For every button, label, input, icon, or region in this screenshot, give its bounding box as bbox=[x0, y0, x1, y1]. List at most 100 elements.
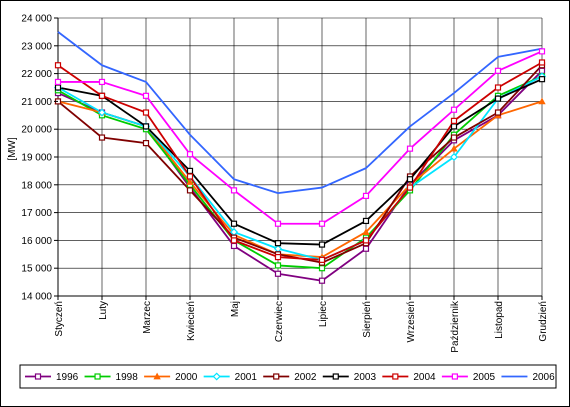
data-point bbox=[94, 373, 101, 380]
data-point bbox=[274, 240, 282, 247]
data-point bbox=[142, 140, 150, 147]
data-point bbox=[406, 176, 414, 183]
y-tick-label: 18 000 bbox=[21, 180, 52, 191]
data-point bbox=[362, 228, 370, 235]
data-point bbox=[274, 270, 282, 277]
y-tick-label: 14 000 bbox=[21, 292, 52, 303]
y-tick-label: 19 000 bbox=[21, 153, 52, 164]
series-line-2004 bbox=[57, 61, 543, 261]
data-point bbox=[273, 373, 280, 380]
data-point bbox=[186, 167, 194, 174]
data-point bbox=[332, 373, 339, 380]
data-point bbox=[318, 256, 326, 263]
data-point bbox=[273, 244, 283, 253]
data-point bbox=[230, 187, 238, 194]
series-line-2002 bbox=[57, 64, 543, 264]
y-axis-label: [MW] bbox=[7, 137, 18, 161]
x-tick-label: Luty bbox=[98, 301, 109, 320]
data-point bbox=[97, 108, 107, 117]
data-point bbox=[186, 173, 194, 180]
legend-label-1996: 1996 bbox=[56, 372, 79, 383]
data-point bbox=[230, 242, 238, 250]
data-point bbox=[54, 78, 62, 86]
legend-label-1998: 1998 bbox=[116, 372, 139, 383]
data-point bbox=[449, 152, 459, 162]
legend-label-2004: 2004 bbox=[413, 372, 436, 383]
y-tick-label: 20 000 bbox=[21, 125, 52, 136]
data-point bbox=[362, 192, 370, 200]
series-line-2006 bbox=[57, 31, 543, 195]
data-point bbox=[538, 59, 546, 66]
x-tick-label: Grudzień bbox=[538, 301, 549, 342]
legend-label-2001: 2001 bbox=[235, 372, 258, 383]
data-point bbox=[274, 262, 282, 269]
legend-label-2002: 2002 bbox=[294, 372, 317, 383]
data-point bbox=[153, 372, 161, 380]
series-line-2003 bbox=[57, 78, 543, 246]
x-tick-label: Kwiecień bbox=[186, 301, 197, 341]
x-tick-label: Lipiec bbox=[318, 301, 329, 327]
y-tick-label: 23 000 bbox=[21, 41, 52, 52]
x-tick-label: Styczeń bbox=[54, 301, 65, 337]
y-tick-label: 15 000 bbox=[21, 264, 52, 275]
data-point bbox=[406, 184, 414, 191]
y-tick-label: 17 000 bbox=[21, 208, 52, 219]
y-tick-label: 22 000 bbox=[21, 69, 52, 80]
series-line-2001 bbox=[57, 75, 543, 261]
data-point bbox=[142, 92, 150, 99]
data-point bbox=[34, 373, 42, 380]
data-point bbox=[54, 62, 62, 69]
data-point bbox=[318, 265, 326, 272]
data-point bbox=[98, 92, 106, 99]
x-tick-label: Październik bbox=[450, 300, 461, 353]
x-tick-label: Czerwiec bbox=[274, 301, 285, 342]
data-point bbox=[142, 123, 150, 130]
data-point bbox=[98, 134, 106, 141]
data-point bbox=[142, 109, 150, 116]
x-tick-label: Sierpień bbox=[362, 301, 373, 338]
data-point bbox=[54, 84, 62, 91]
legend-label-2000: 2000 bbox=[175, 372, 198, 383]
data-point bbox=[406, 145, 414, 152]
x-tick-label: Marzec bbox=[142, 301, 153, 334]
data-point bbox=[230, 220, 238, 227]
data-point bbox=[274, 220, 282, 227]
data-point bbox=[230, 237, 238, 244]
x-tick-label: Maj bbox=[230, 301, 241, 317]
y-tick-label: 24 000 bbox=[21, 14, 52, 25]
data-point bbox=[318, 220, 326, 227]
data-point bbox=[450, 117, 458, 124]
data-point bbox=[362, 237, 370, 244]
data-point bbox=[494, 109, 502, 116]
data-point bbox=[212, 372, 221, 381]
series-markers bbox=[53, 48, 547, 284]
series-lines bbox=[57, 31, 543, 282]
x-tick-label: Listopad bbox=[494, 301, 505, 339]
y-tick-labels: 14 000 15 000 16 000 17 000 18 000 19 000 20 0… bbox=[21, 14, 58, 303]
data-point bbox=[318, 241, 326, 248]
data-point bbox=[538, 48, 546, 55]
data-point bbox=[450, 134, 458, 141]
data-point bbox=[450, 123, 458, 130]
data-point bbox=[538, 97, 546, 105]
data-point bbox=[186, 178, 194, 185]
x-tick-labels: Styczeń Luty Marzec Kwiecień Maj Czerwiec Lipi… bbox=[54, 296, 549, 353]
data-point bbox=[318, 277, 326, 284]
data-point bbox=[186, 187, 194, 194]
data-point bbox=[450, 144, 458, 152]
series-line-1996 bbox=[57, 70, 543, 282]
series-line-1998 bbox=[57, 75, 543, 270]
data-point bbox=[98, 78, 106, 86]
data-point bbox=[362, 245, 370, 252]
legend-label-2005: 2005 bbox=[473, 372, 496, 383]
data-point bbox=[538, 76, 546, 83]
data-point bbox=[274, 253, 282, 261]
data-point bbox=[494, 67, 502, 74]
legend: 1996 1998 2000 2001 2002 2003 2004 2005 2006 bbox=[19, 364, 557, 389]
data-point bbox=[362, 217, 370, 225]
x-tick-label: Wrzesień bbox=[406, 301, 417, 343]
series-line-2005 bbox=[58, 50, 543, 225]
data-point bbox=[392, 373, 399, 380]
